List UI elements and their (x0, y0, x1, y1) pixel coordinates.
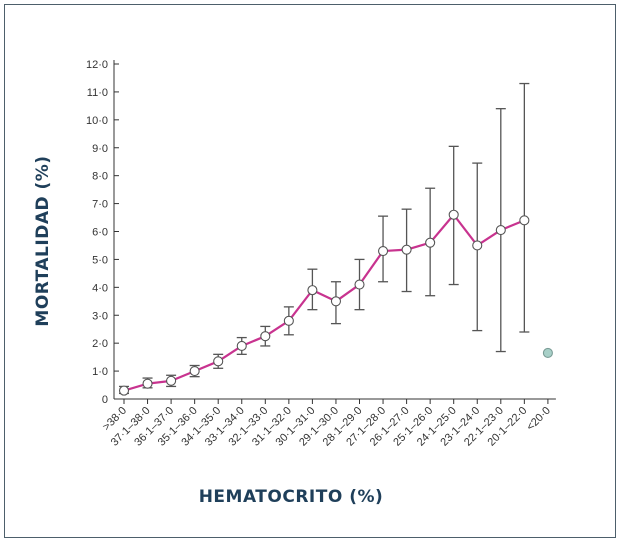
data-point (142, 378, 153, 389)
data-point (213, 356, 224, 367)
y-tick-label: 6·0 (92, 227, 108, 239)
y-tick-label: 12·0 (86, 59, 108, 71)
data-point (354, 279, 365, 290)
y-axis-title: MORTALIDAD (%) (33, 155, 53, 326)
y-tick-label: 10·0 (86, 115, 108, 127)
data-point (330, 296, 342, 307)
chart-frame (4, 4, 616, 538)
data-point (189, 366, 200, 377)
data-point (448, 209, 459, 220)
data-point (166, 375, 177, 386)
y-tick-label: 3·0 (92, 310, 108, 322)
x-axis-title: HEMATOCRITO (%) (199, 487, 384, 507)
data-point (307, 285, 318, 296)
data-markers (118, 209, 553, 396)
data-point (425, 237, 436, 248)
y-tick-label: 9·0 (92, 143, 108, 155)
data-point (519, 215, 530, 226)
y-tick-label: 1·0 (92, 366, 108, 378)
data-point (401, 244, 412, 255)
series-line-group (123, 213, 525, 392)
y-tick-label: 2·0 (92, 338, 108, 350)
y-tick-label: 0 (102, 394, 108, 406)
data-point (118, 385, 130, 396)
error-bars (119, 82, 530, 395)
data-point (377, 245, 389, 257)
x-tick-label: <20·0 (524, 405, 553, 434)
y-axis: 0 1·0 2·0 3·0 4·0 5·0 6·0 7·0 8·0 9·0 10·0 11·0 12·0 (86, 59, 119, 406)
data-point (472, 240, 483, 251)
y-tick-label: 4·0 (92, 282, 108, 294)
y-tick-label: 7·0 (92, 199, 108, 211)
data-point (495, 225, 506, 236)
y-tick-label: 11·0 (87, 87, 108, 99)
y-tick-label: 5·0 (92, 254, 108, 266)
series-line (123, 213, 525, 392)
data-point (283, 315, 294, 326)
data-point (260, 331, 271, 342)
x-axis: >38·037·1–38·036·1–37·035·1–36·034·1–35·… (101, 398, 556, 449)
outlier-point (542, 347, 553, 358)
data-point (236, 340, 247, 352)
y-tick-label: 8·0 (92, 171, 108, 183)
